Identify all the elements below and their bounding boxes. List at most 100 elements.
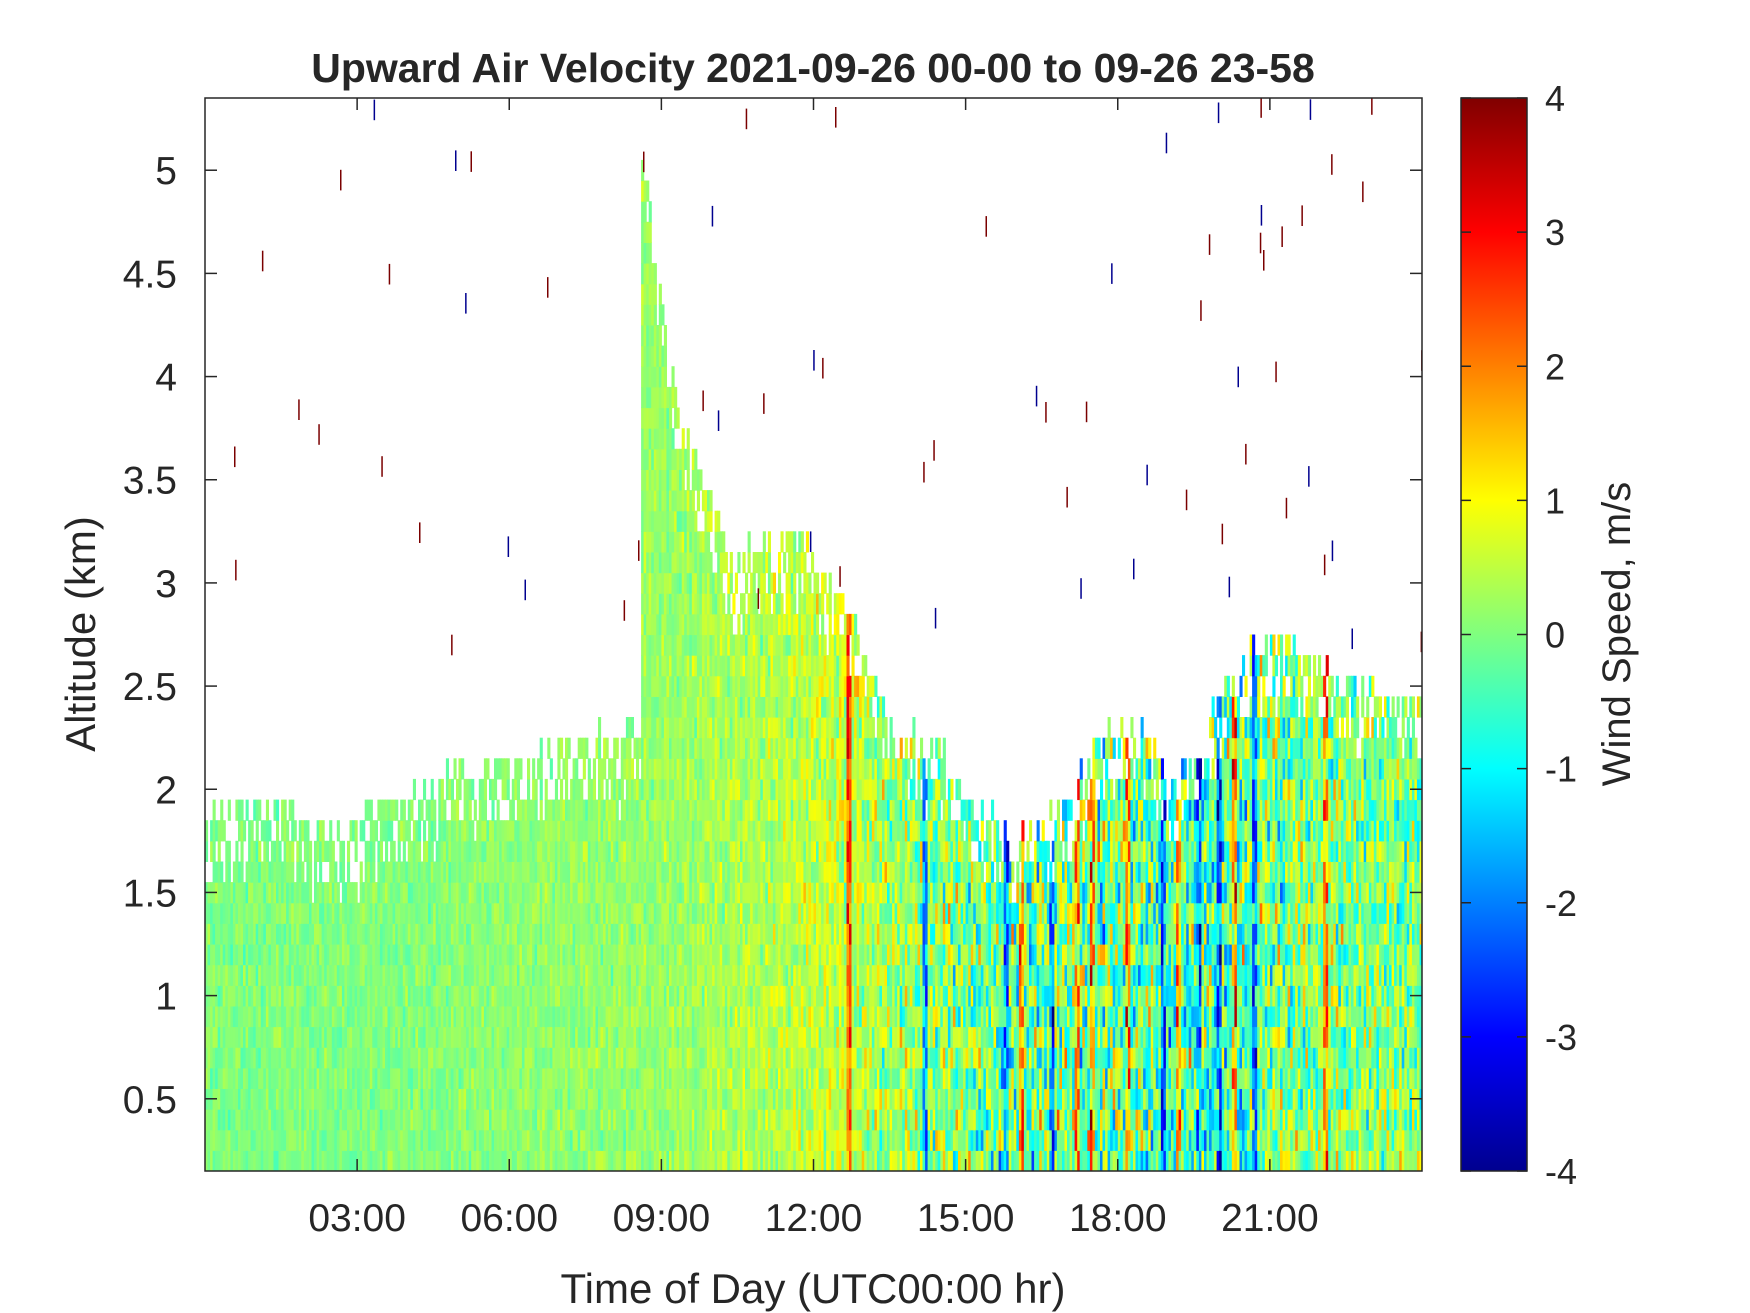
heatmap-cell <box>309 1150 313 1171</box>
heatmap-cell <box>283 820 287 842</box>
heatmap-cell <box>676 882 680 904</box>
heatmap-cell <box>270 1109 274 1131</box>
heatmap-cell <box>418 1109 422 1131</box>
heatmap-cell <box>734 923 738 945</box>
heatmap-cell <box>674 840 678 862</box>
heatmap-cell <box>407 1088 411 1110</box>
heatmap-cell <box>666 510 670 532</box>
heatmap-cell <box>288 1047 292 1069</box>
heatmap-cell <box>372 861 376 883</box>
heatmap-cell <box>463 1088 467 1110</box>
heatmap-cell <box>740 593 744 615</box>
heatmap-cell <box>727 1005 731 1028</box>
heatmap-cell <box>719 572 723 594</box>
heatmap-cell <box>491 778 495 801</box>
heatmap-cell <box>625 1129 629 1151</box>
heatmap-cell <box>481 1129 485 1151</box>
heatmap-cell <box>489 778 493 801</box>
heatmap-cell <box>658 778 662 801</box>
heatmap-cell <box>653 1088 657 1110</box>
heatmap-cell <box>724 902 728 924</box>
heatmap-cell <box>506 778 510 801</box>
heatmap-cell <box>605 778 609 801</box>
heatmap-cell <box>641 1088 645 1110</box>
heatmap-cell <box>501 1047 505 1069</box>
heatmap-cell <box>641 1005 645 1028</box>
heatmap-cell <box>651 1088 655 1110</box>
heatmap-cell <box>767 1129 771 1151</box>
heatmap-cell <box>722 882 726 904</box>
heatmap-cell <box>694 448 698 470</box>
heatmap-cell <box>666 902 670 924</box>
heatmap-cell <box>276 902 280 924</box>
heatmap-cell <box>643 407 647 429</box>
heatmap-cell <box>339 840 343 862</box>
heatmap-cell <box>714 799 718 821</box>
heatmap-cell <box>296 840 300 862</box>
heatmap-cell <box>663 717 667 739</box>
heatmap-cell <box>775 944 779 966</box>
heatmap-cell <box>694 799 698 821</box>
heatmap-cell <box>775 799 779 821</box>
heatmap-cell <box>699 1088 703 1110</box>
heatmap-cell <box>646 263 650 285</box>
heatmap-cell <box>785 1005 789 1028</box>
heatmap-cell <box>575 944 579 966</box>
heatmap-cell <box>674 1109 678 1131</box>
heatmap-cell <box>245 1150 249 1171</box>
heatmap-cell <box>245 1047 249 1069</box>
heatmap-cell <box>372 1109 376 1131</box>
heatmap-cell <box>610 1047 614 1069</box>
heatmap-cell <box>570 1026 574 1048</box>
heatmap-cell <box>681 985 685 1007</box>
heatmap-cell <box>765 1109 769 1131</box>
heatmap-cell <box>600 1047 604 1069</box>
heatmap-cell <box>570 1005 574 1028</box>
heatmap-cell <box>217 1026 221 1048</box>
heatmap-cell <box>443 902 447 924</box>
heatmap-cell <box>669 737 673 759</box>
heatmap-cell <box>265 985 269 1007</box>
heatmap-cell <box>309 923 313 945</box>
heatmap-cell <box>491 944 495 966</box>
heatmap-cell <box>433 1129 437 1151</box>
heatmap-cell <box>232 1047 236 1069</box>
heatmap-cell <box>501 861 505 883</box>
heatmap-cell <box>780 1026 784 1048</box>
heatmap-cell <box>529 985 533 1007</box>
heatmap-cell <box>309 1005 313 1028</box>
heatmap-cell <box>767 964 771 986</box>
heatmap-cell <box>742 737 746 759</box>
heatmap-cell <box>476 1067 480 1089</box>
heatmap-cell <box>767 778 771 801</box>
heatmap-cell <box>306 1005 310 1028</box>
heatmap-cell <box>248 1109 252 1131</box>
heatmap-cell <box>778 902 782 924</box>
heatmap-cell <box>240 1067 244 1089</box>
heatmap-cell <box>532 1047 536 1069</box>
heatmap-cell <box>691 1109 695 1131</box>
heatmap-cell <box>362 985 366 1007</box>
heatmap-cell <box>636 1047 640 1069</box>
heatmap-cell <box>666 985 670 1007</box>
heatmap-cell <box>458 820 462 842</box>
heatmap-cell <box>780 902 784 924</box>
heatmap-cell <box>641 613 645 636</box>
heatmap-cell <box>585 840 589 862</box>
heatmap-cell <box>539 1047 543 1069</box>
heatmap-cell <box>691 964 695 986</box>
heatmap-cell <box>425 944 429 966</box>
heatmap-cell <box>521 1026 525 1048</box>
heatmap-cell <box>572 944 576 966</box>
heatmap-cell <box>501 882 505 904</box>
heatmap-cell <box>727 758 731 780</box>
heatmap-cell <box>415 1088 419 1110</box>
heatmap-cell <box>641 263 645 285</box>
heatmap-cell <box>760 717 764 739</box>
heatmap-cell <box>745 634 749 656</box>
heatmap-cell <box>483 882 487 904</box>
heatmap-cell <box>686 985 690 1007</box>
heatmap-cell <box>699 469 703 491</box>
heatmap-cell <box>372 902 376 924</box>
heatmap-cell <box>471 1109 475 1131</box>
